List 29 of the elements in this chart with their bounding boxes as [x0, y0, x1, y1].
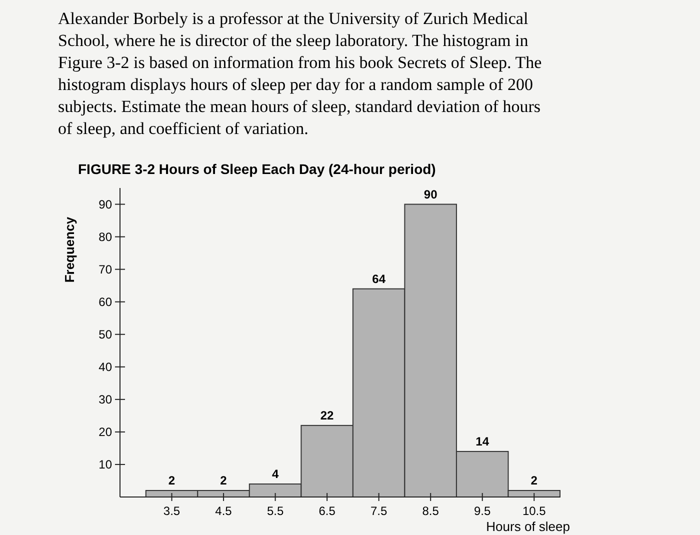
y-tick-label: 90 [98, 197, 112, 212]
y-tick-label: 70 [98, 262, 112, 277]
y-tick-label: 60 [98, 295, 112, 310]
x-tick-label: 6.5 [318, 504, 336, 518]
x-tick-label: 7.5 [370, 504, 388, 518]
data-label: 64 [372, 272, 386, 286]
data-label: 22 [320, 408, 334, 422]
y-axis-title: Frequency [62, 216, 77, 283]
text: Alexander Borbely is a professor at the University of Zurich Medical School, where he is director of the sleep laboratory. The histogram in Figure 3-2 is based on information from his book Secrets of Sleep. The histogram displays hours of sleep per day for a random sample of 200 subjects. Estimate the mean hours of sleep, standard deviation of hours of sleep, and coefficient of variation. [58, 9, 542, 138]
data-label: 2 [220, 473, 228, 488]
data-label: 14 [476, 434, 490, 448]
x-tick-label: 8.5 [422, 504, 440, 518]
x-axis-title: Hours of sleep [486, 519, 570, 534]
data-label: 2 [530, 473, 538, 488]
data-label: 90 [424, 187, 438, 202]
y-tick-label: 10 [98, 458, 112, 472]
data-label: 4 [272, 466, 279, 481]
x-tick-label: 5.5 [266, 504, 284, 518]
y-tick-label: 20 [98, 425, 112, 440]
x-tick-label: 4.5 [215, 504, 232, 518]
x-tick-label: 9.5 [474, 504, 492, 518]
y-tick-label: 30 [98, 392, 112, 407]
data-label: 2 [168, 473, 176, 488]
x-tick-label: 3.5 [163, 504, 180, 518]
y-tick-label: 40 [98, 360, 112, 374]
y-tick-label: 80 [98, 230, 112, 244]
y-tick-label: 50 [98, 328, 112, 342]
chart-title: FIGURE 3-2 Hours of Sleep Each Day (24-hour period) [78, 161, 436, 177]
x-tick-label: 10.5 [522, 504, 546, 518]
